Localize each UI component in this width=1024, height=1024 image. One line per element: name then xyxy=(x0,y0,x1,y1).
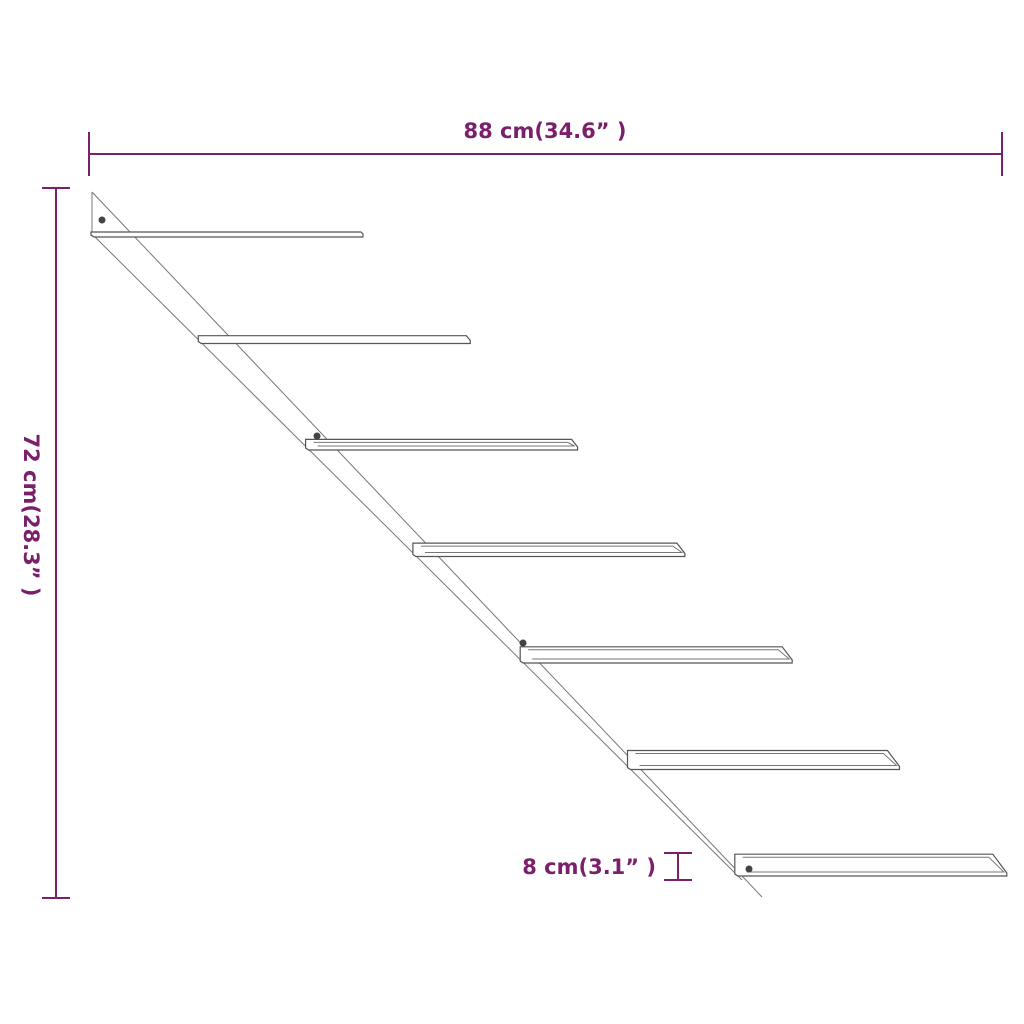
shelf-inner-edge xyxy=(528,649,791,660)
width-label: 88 cm(34.6” ) xyxy=(464,119,627,143)
screw-icon xyxy=(98,216,106,224)
shelf-board xyxy=(734,853,1008,877)
shelf xyxy=(626,749,901,771)
shelf-spacing-label: 8 cm(3.1” ) xyxy=(522,855,656,879)
screw-icon xyxy=(519,639,527,647)
height-label: 72 cm(28.3” ) xyxy=(19,434,43,597)
shelf-board xyxy=(305,438,579,451)
shelf-inner-edge xyxy=(742,856,1006,873)
shelf-board xyxy=(90,231,364,238)
shelf-inner-edge xyxy=(635,753,898,766)
shelf xyxy=(412,542,686,558)
screw-icon xyxy=(745,865,753,873)
shelf-board xyxy=(519,646,793,664)
shelf-board xyxy=(626,749,901,771)
shelf-board xyxy=(197,335,471,345)
shelf xyxy=(90,231,364,238)
shelf xyxy=(197,335,471,345)
shelves xyxy=(90,216,1008,877)
screw-icon xyxy=(313,432,321,440)
shelf-inner-edge xyxy=(420,545,684,553)
shelf xyxy=(519,646,793,664)
shelf-inner-edge xyxy=(313,441,575,447)
dimension-lines xyxy=(42,132,1003,899)
shelf-board xyxy=(412,542,686,558)
shelf xyxy=(305,438,579,451)
shelf xyxy=(734,853,1008,877)
